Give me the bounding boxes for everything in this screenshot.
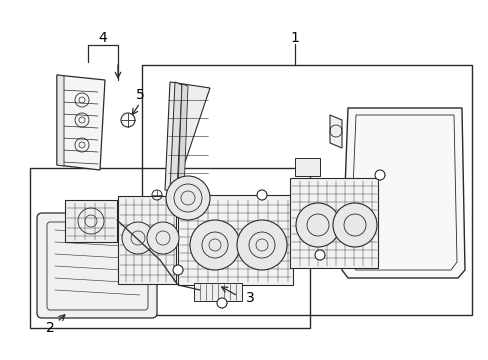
Circle shape <box>295 203 339 247</box>
Polygon shape <box>57 75 105 170</box>
Circle shape <box>190 220 240 270</box>
Polygon shape <box>57 75 64 166</box>
Bar <box>65 200 117 242</box>
Text: 1: 1 <box>290 31 299 45</box>
Circle shape <box>374 170 384 180</box>
FancyBboxPatch shape <box>37 213 157 318</box>
Bar <box>289 178 377 268</box>
Circle shape <box>257 190 266 200</box>
Text: 3: 3 <box>245 291 254 305</box>
Bar <box>294 158 319 176</box>
Circle shape <box>173 265 183 275</box>
Text: 4: 4 <box>99 31 107 45</box>
Text: 5: 5 <box>135 88 144 102</box>
Bar <box>142 65 471 315</box>
Circle shape <box>237 220 286 270</box>
Bar <box>178 195 292 285</box>
Text: 2: 2 <box>45 321 54 335</box>
Circle shape <box>122 222 154 254</box>
Polygon shape <box>329 115 341 148</box>
Bar <box>30 168 309 328</box>
Circle shape <box>217 298 226 308</box>
Circle shape <box>332 203 376 247</box>
Polygon shape <box>170 82 182 192</box>
Bar <box>194 283 242 301</box>
Bar <box>118 196 176 284</box>
Circle shape <box>147 222 179 254</box>
Polygon shape <box>341 108 464 278</box>
Circle shape <box>314 250 325 260</box>
Polygon shape <box>178 84 187 191</box>
Polygon shape <box>164 82 209 192</box>
Circle shape <box>165 176 209 220</box>
